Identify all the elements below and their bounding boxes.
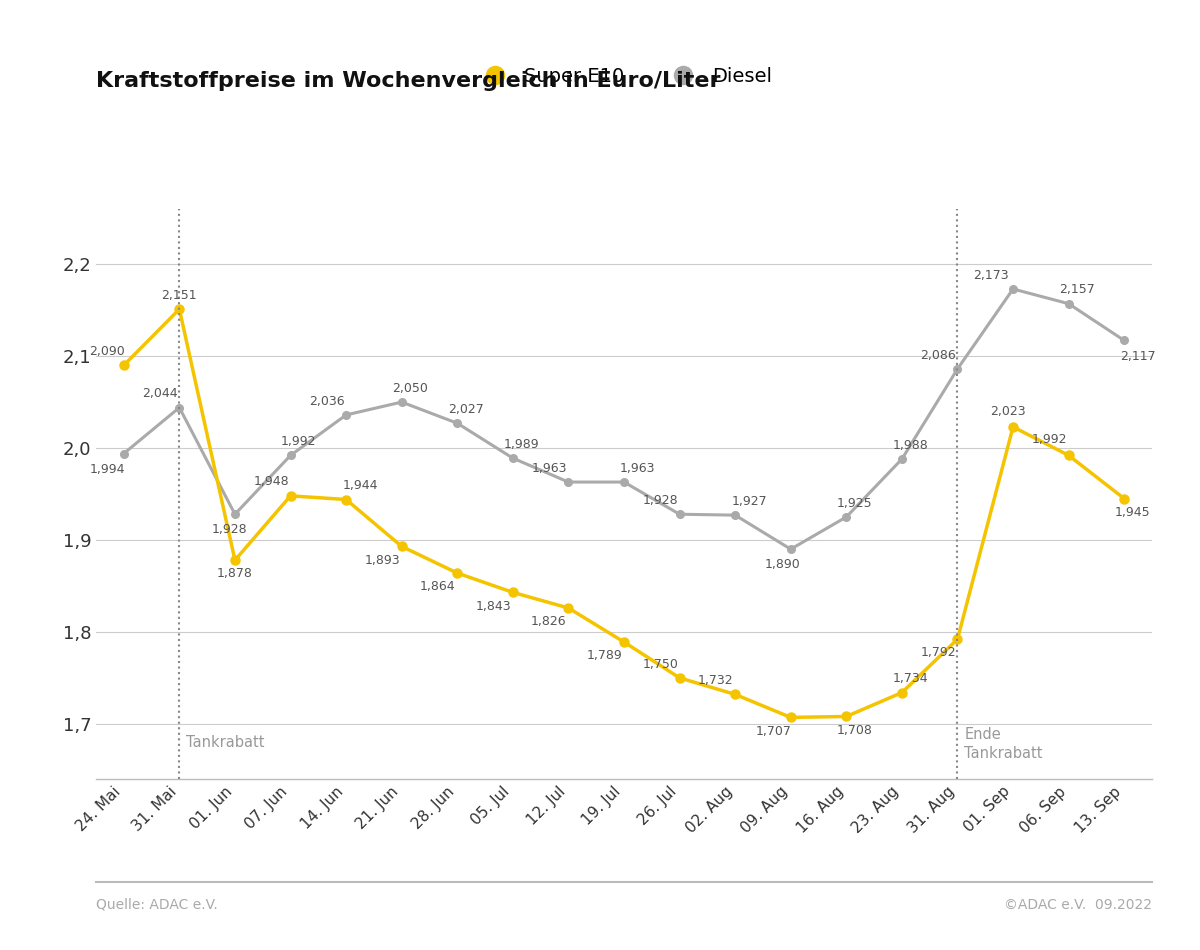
Text: 2,086: 2,086 [920,349,956,362]
Text: 1,893: 1,893 [365,554,400,566]
Text: 2,157: 2,157 [1060,283,1094,296]
Text: Ende
Tankrabatt: Ende Tankrabatt [964,727,1043,761]
Text: ©ADAC e.V.  09.2022: ©ADAC e.V. 09.2022 [1004,898,1152,912]
Text: 1,963: 1,963 [532,462,566,475]
Text: 2,151: 2,151 [162,289,197,302]
Legend: Super E10, Diesel: Super E10, Diesel [468,59,780,94]
Text: 1,963: 1,963 [620,462,655,475]
Text: 1,750: 1,750 [642,657,678,671]
Text: Tankrabatt: Tankrabatt [186,734,264,750]
Text: 1,944: 1,944 [342,479,378,492]
Text: 1,792: 1,792 [920,647,956,659]
Text: 2,117: 2,117 [1121,350,1156,363]
Text: 1,826: 1,826 [532,616,566,628]
Text: 2,036: 2,036 [308,394,344,408]
Text: 2,027: 2,027 [448,403,484,416]
Text: 1,864: 1,864 [420,580,456,594]
Text: 1,928: 1,928 [211,523,247,537]
Text: 1,890: 1,890 [764,559,800,571]
Text: 2,023: 2,023 [990,405,1025,418]
Text: 1,878: 1,878 [217,567,253,580]
Text: 1,992: 1,992 [1032,433,1067,446]
Text: 1,734: 1,734 [893,673,928,685]
Text: 1,708: 1,708 [836,724,872,736]
Text: 2,050: 2,050 [392,382,428,394]
Text: 1,928: 1,928 [642,494,678,507]
Text: 2,044: 2,044 [142,388,178,400]
Text: 1,988: 1,988 [893,439,928,451]
Text: 1,707: 1,707 [756,725,792,737]
Text: 1,948: 1,948 [253,476,289,488]
Text: 1,945: 1,945 [1115,505,1151,519]
Text: 1,843: 1,843 [475,599,511,613]
Text: 1,732: 1,732 [698,674,733,687]
Text: 1,789: 1,789 [587,649,623,662]
Text: 1,994: 1,994 [89,463,125,476]
Text: 1,992: 1,992 [281,435,317,448]
Text: 2,090: 2,090 [89,345,125,358]
Text: 1,925: 1,925 [836,497,872,509]
Text: 2,173: 2,173 [973,269,1009,281]
Text: 1,927: 1,927 [731,495,767,508]
Text: 1,989: 1,989 [503,438,539,451]
Text: Quelle: ADAC e.V.: Quelle: ADAC e.V. [96,898,217,912]
Text: Kraftstoffpreise im Wochenvergleich in Euro/Liter: Kraftstoffpreise im Wochenvergleich in E… [96,71,720,91]
